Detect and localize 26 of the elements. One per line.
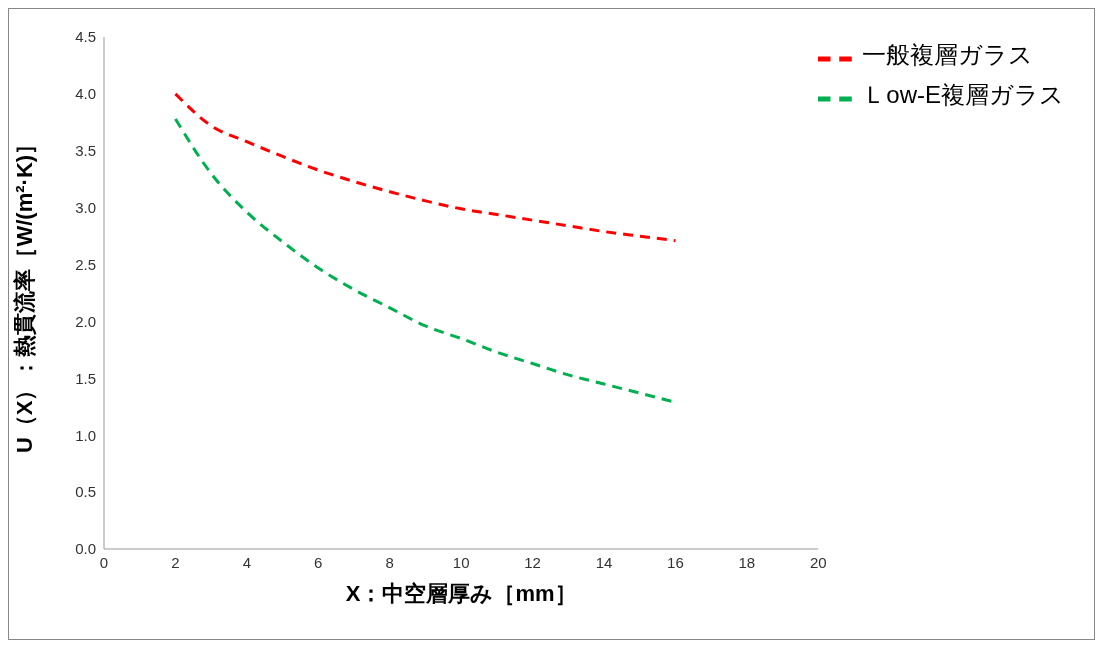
y-tick-label: 3.5 [75,142,96,160]
x-tick-label: 14 [595,553,613,571]
x-tick-label: 6 [314,553,323,571]
y-tick-label: 2.0 [75,312,96,330]
legend-label: Ｌow-E複層ガラス [862,81,1064,109]
x-tick-label: 2 [171,553,180,571]
y-tick-label: 0.5 [75,483,96,501]
y-tick-label: 3.0 [75,198,96,216]
x-axis-title: X：中空層厚み［mm］ [345,581,577,606]
x-tick-label: 20 [809,553,827,571]
legend-label: 一般複層ガラス [862,41,1034,69]
x-tick-label: 0 [99,553,109,571]
y-tick-label: 4.0 [75,85,96,103]
y-tick-label: 1.0 [75,426,96,444]
y-tick-label: 1.5 [75,369,96,387]
y-tick-label: 2.5 [75,255,96,273]
y-axis-title: U（X）：熱貫流率［W/(m²·K)］ [11,132,37,454]
line-series [173,92,677,243]
x-tick-label: 4 [242,553,252,571]
y-tick-label: 0.0 [75,540,96,558]
x-tick-label: 12 [524,553,541,571]
x-tick-label: 8 [385,553,394,571]
y-tick-label: 4.5 [75,28,96,46]
x-tick-label: 10 [452,553,470,571]
x-tick-label: 16 [667,553,684,571]
x-tick-label: 18 [738,553,756,571]
